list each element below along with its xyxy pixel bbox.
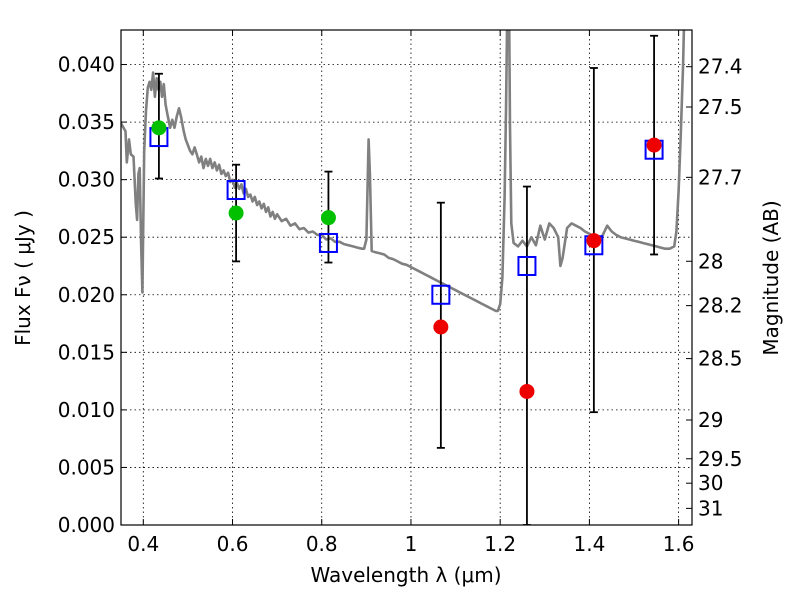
points-layer xyxy=(149,34,664,525)
mag-tick-label: 28 xyxy=(698,249,723,273)
model-flux-marker xyxy=(318,232,338,253)
y-tick-label: 0.005 xyxy=(58,455,115,479)
x-tick-label: 0.6 xyxy=(217,532,249,556)
observed-flux-point xyxy=(228,205,244,221)
observed-flux-point xyxy=(320,210,336,226)
mag-tick-label: 31 xyxy=(698,496,723,520)
observed-flux-point xyxy=(433,319,449,335)
model-flux-marker xyxy=(226,180,246,201)
x-axis-label: Wavelength λ (μm) xyxy=(310,563,501,587)
x-tick-label: 1.2 xyxy=(484,532,516,556)
mag-tick-label: 27.7 xyxy=(698,165,743,189)
spectrum-line xyxy=(121,30,686,313)
y-tick-label: 0.030 xyxy=(58,168,115,192)
x-tick-label: 1 xyxy=(405,532,418,556)
mag-tick-label: 30 xyxy=(698,471,723,495)
tick-labels: 0.4 0.6 0.8 1 1.2 1.4 1.6 0.000 0.005 0.010 0.015 0… xyxy=(58,53,743,556)
x-tick-label: 1.6 xyxy=(663,532,695,556)
mag-tick-label: 29 xyxy=(698,408,723,432)
mag-tick-label: 28.5 xyxy=(698,347,743,371)
x-tick-label: 1.4 xyxy=(573,532,605,556)
axis-ticks xyxy=(121,30,692,526)
model-flux-marker xyxy=(517,255,537,276)
mag-tick-label: 29.5 xyxy=(698,447,743,471)
observed-flux-point xyxy=(519,383,535,399)
y-tick-label: 0.010 xyxy=(58,398,115,422)
observed-flux-point xyxy=(646,137,662,153)
y-tick-label: 0.015 xyxy=(58,340,115,364)
grid xyxy=(121,30,692,526)
y-tick-label: 0.040 xyxy=(58,53,115,77)
plot-frame xyxy=(120,29,693,526)
y-tick-label: 0.020 xyxy=(58,283,115,307)
x-tick-label: 0.4 xyxy=(127,532,159,556)
x-tick-label: 0.8 xyxy=(306,532,338,556)
observed-flux-point xyxy=(586,233,602,249)
y-tick-label: 0.025 xyxy=(58,225,115,249)
mag-tick-label: 27.4 xyxy=(698,55,743,79)
y-axis-right-label: Magnitude (AB) xyxy=(759,200,783,355)
y-tick-label: 0.000 xyxy=(58,513,115,537)
observed-flux-point xyxy=(151,120,167,136)
spectrum-layer xyxy=(121,30,686,313)
mag-tick-label: 28.2 xyxy=(698,294,743,318)
y-axis-label: Flux Fν ( μJy ) xyxy=(11,210,35,346)
model-flux-marker xyxy=(431,284,451,305)
y-tick-label: 0.035 xyxy=(58,110,115,134)
mag-tick-label: 27.5 xyxy=(698,95,743,119)
